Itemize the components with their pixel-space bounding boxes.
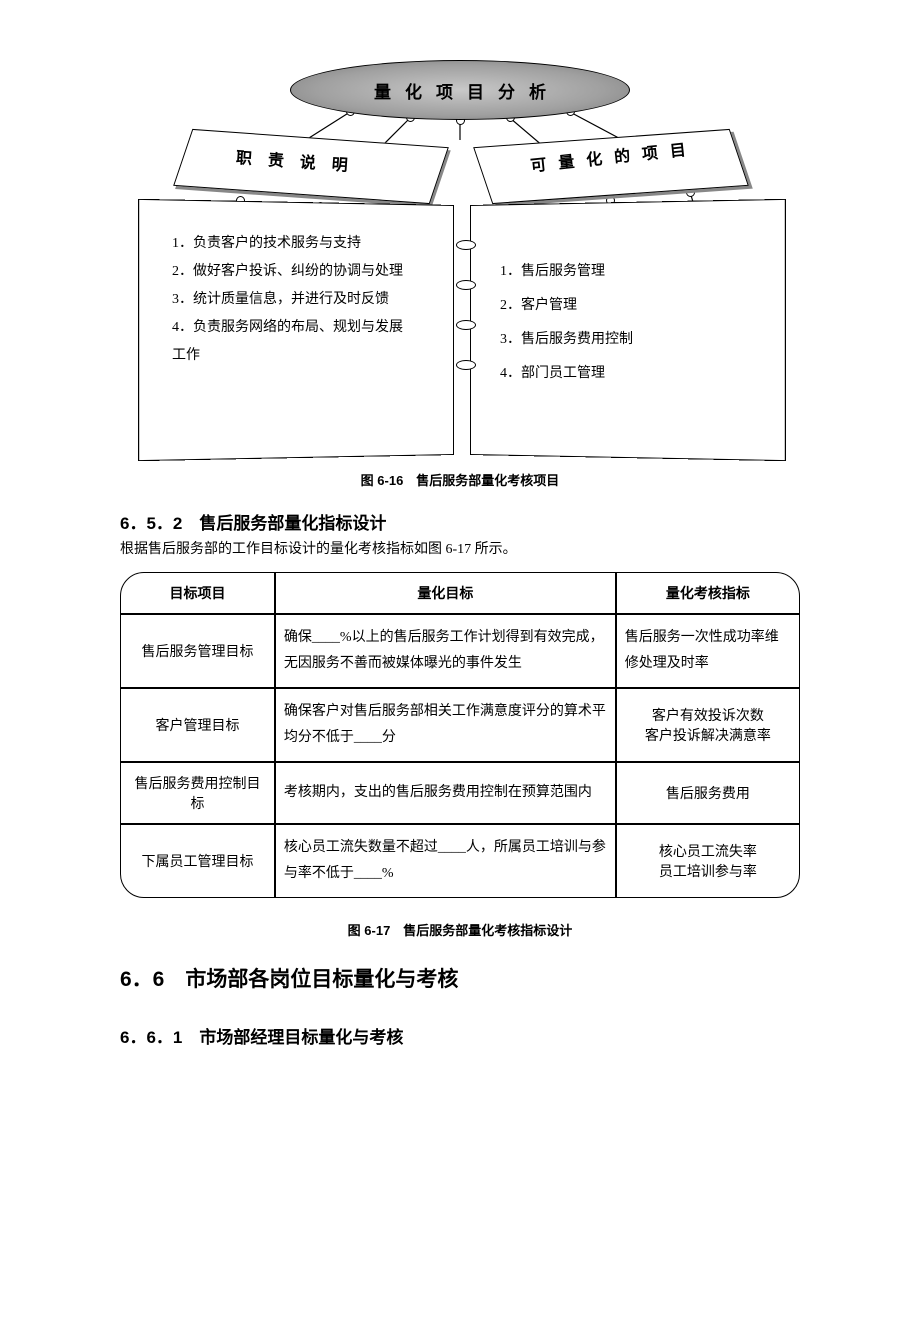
list-item: 4．部门员工管理 — [500, 357, 633, 391]
spine-ring — [456, 240, 476, 250]
spine-ring — [456, 320, 476, 330]
book-spine — [456, 210, 468, 450]
spine-ring — [456, 280, 476, 290]
table-cell: 客户有效投诉次数 客户投诉解决满意率 — [616, 688, 800, 762]
table-cell: 售后服务一次性成功率维修处理及时率 — [616, 614, 800, 688]
table-cell: 考核期内，支出的售后服务费用控制在预算范围内 — [275, 762, 616, 824]
table-cell: 核心员工流失数量不超过____人，所属员工培训与参与率不低于____% — [275, 824, 616, 898]
table-header-row: 目标项目 量化目标 量化考核指标 — [120, 572, 800, 614]
table-header: 目标项目 — [120, 572, 275, 614]
table-header: 量化考核指标 — [616, 572, 800, 614]
list-item: 工作 — [172, 342, 403, 370]
list-item: 1．售后服务管理 — [500, 255, 633, 289]
table-cell: 售后服务费用 — [616, 762, 800, 824]
book-left-list: 1．负责客户的技术服务与支持 2．做好客户投诉、纠纷的协调与处理 3．统计质量信… — [172, 230, 403, 370]
table-row: 售后服务管理目标 确保____%以上的售后服务工作计划得到有效完成，无因服务不善… — [120, 614, 800, 688]
table-6-17: 目标项目 量化目标 量化考核指标 售后服务管理目标 确保____%以上的售后服务… — [120, 572, 800, 898]
list-item: 3．售后服务费用控制 — [500, 323, 633, 357]
figure-6-16-caption: 图 6-16 售后服务部量化考核项目 — [0, 470, 920, 489]
table-cell: 确保____%以上的售后服务工作计划得到有效完成，无因服务不善而被媒体曝光的事件… — [275, 614, 616, 688]
heading-6-6-1: 6．6．1 市场部经理目标量化与考核 — [120, 1023, 920, 1048]
diagram-6-16: 量化项目分析 职 责 说 明 可 量 化 的 项 目 1．负责客户的技术服务与支… — [150, 40, 770, 460]
list-item: 2．客户管理 — [500, 289, 633, 323]
spine-ring — [456, 360, 476, 370]
book-right-list: 1．售后服务管理 2．客户管理 3．售后服务费用控制 4．部门员工管理 — [500, 255, 633, 391]
list-item: 4．负责服务网络的布局、规划与发展 — [172, 314, 403, 342]
table-cell: 下属员工管理目标 — [120, 824, 275, 898]
table-header: 量化目标 — [275, 572, 616, 614]
heading-6-5-2: 6．5．2 售后服务部量化指标设计 — [120, 509, 920, 534]
list-item: 3．统计质量信息，并进行及时反馈 — [172, 286, 403, 314]
table-cell: 售后服务费用控制目标 — [120, 762, 275, 824]
diagram-top-oval: 量化项目分析 — [290, 60, 630, 120]
table-cell: 客户管理目标 — [120, 688, 275, 762]
table-row: 客户管理目标 确保客户对售后服务部相关工作满意度评分的算术平均分不低于____分… — [120, 688, 800, 762]
table-row: 下属员工管理目标 核心员工流失数量不超过____人，所属员工培训与参与率不低于_… — [120, 824, 800, 898]
table-cell: 核心员工流失率 员工培训参与率 — [616, 824, 800, 898]
figure-6-17-caption: 图 6-17 售后服务部量化考核指标设计 — [0, 920, 920, 939]
list-item: 2．做好客户投诉、纠纷的协调与处理 — [172, 258, 403, 286]
intro-6-5-2: 根据售后服务部的工作目标设计的量化考核指标如图 6-17 所示。 — [120, 538, 920, 558]
table-cell: 售后服务管理目标 — [120, 614, 275, 688]
heading-6-6: 6．6 市场部各岗位目标量化与考核 — [120, 963, 920, 993]
table-row: 售后服务费用控制目标 考核期内，支出的售后服务费用控制在预算范围内 售后服务费用 — [120, 762, 800, 824]
table-cell: 确保客户对售后服务部相关工作满意度评分的算术平均分不低于____分 — [275, 688, 616, 762]
list-item: 1．负责客户的技术服务与支持 — [172, 230, 403, 258]
